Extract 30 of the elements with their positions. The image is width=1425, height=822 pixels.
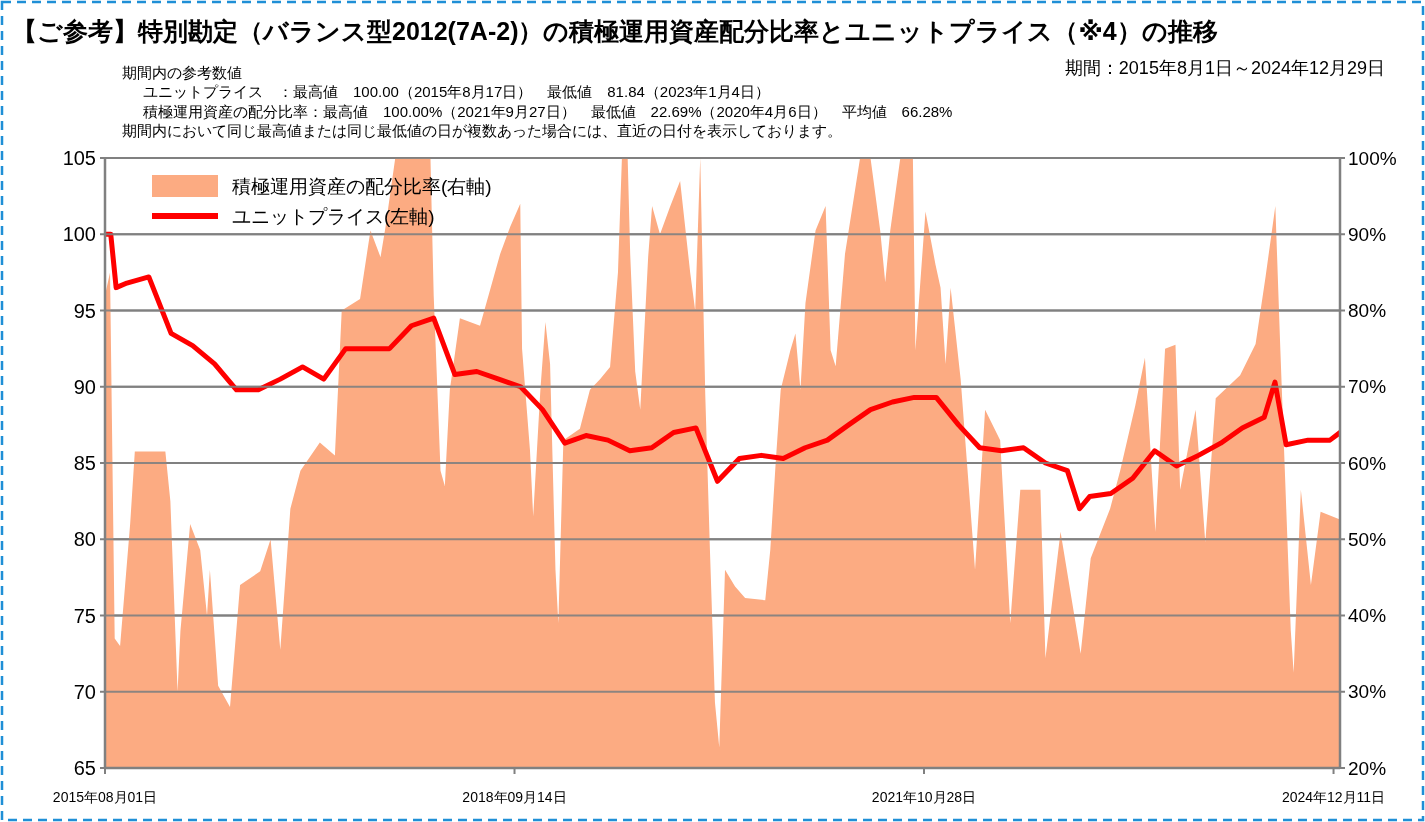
chart-subtitle: 期間：2015年8月1日～2024年12月29日 xyxy=(1064,58,1385,78)
x-tick-label: 2015年08月01日 xyxy=(52,789,158,805)
x-tick-label: 2018年09月14日 xyxy=(462,789,567,805)
y2-tick-label: 40% xyxy=(1348,605,1387,626)
text: 期間内において同じ最高値または同じ最低値の日が複数あった場合には、直近の日付を表示しております。 xyxy=(122,122,842,139)
y-tick-label: 95 xyxy=(73,299,96,322)
text: 期間内の参考数値 xyxy=(122,64,242,81)
legend-label: ユニットプライス(左軸) xyxy=(232,205,435,227)
y-tick-label: 90 xyxy=(73,375,96,398)
x-tick-label: 2024年12月11日 xyxy=(1281,789,1386,805)
y-tick-label: 65 xyxy=(73,757,96,779)
y2-tick-label: 100% xyxy=(1348,147,1397,169)
legend-label: 積極運用資産の配分比率(右軸) xyxy=(232,175,492,197)
y2-tick-label: 70% xyxy=(1348,376,1387,398)
y2-tick-label: 90% xyxy=(1348,223,1387,245)
y-tick-label: 75 xyxy=(73,604,96,627)
y-tick-label: 80 xyxy=(73,528,96,551)
y-tick-label: 85 xyxy=(73,452,96,474)
x-tick-label: 2021年10月28日 xyxy=(871,789,977,805)
y2-tick-label: 80% xyxy=(1348,300,1387,321)
text: 積極運用資産の配分比率：最高値 100.00%（2021年9月27日） 最低値 22.69%（2020年4月6日） 平均値 66.28% xyxy=(143,103,953,120)
y-tick-label: 70 xyxy=(73,680,96,703)
y-tick-label: 100 xyxy=(62,223,96,246)
y2-tick-label: 20% xyxy=(1348,757,1387,779)
chart-title: 【ご参考】特別勘定（バランス型2012(7A-2)）の積極運用資産配分比率とユニットプライス（※4）の推移 xyxy=(12,17,1218,45)
y2-tick-label: 50% xyxy=(1348,528,1387,550)
y-tick-label: 105 xyxy=(62,147,96,169)
y2-tick-label: 60% xyxy=(1348,452,1387,474)
y2-tick-label: 30% xyxy=(1348,681,1387,703)
text: ユニットプライス ：最高値 100.00（2015年8月17日） 最低値 81.84（2023年1月4日） xyxy=(143,83,770,100)
